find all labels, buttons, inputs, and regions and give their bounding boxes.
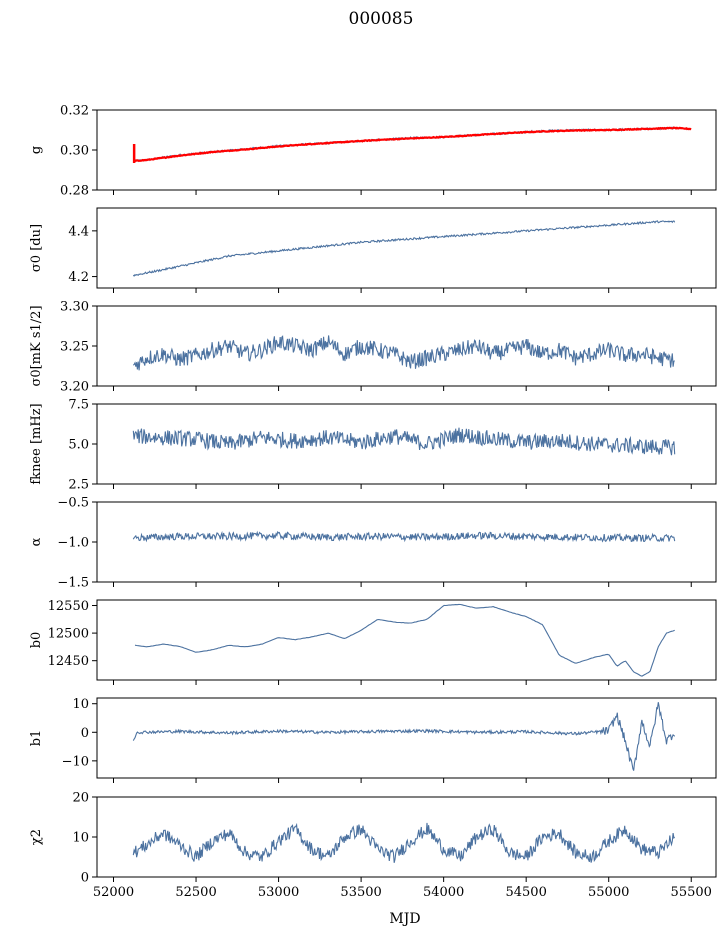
panel-8-frame xyxy=(96,796,717,878)
panel-8-ylabel: χ2 xyxy=(29,829,44,845)
panels: 0.28 0.30 0.32 g 4.2 4.4 σ0 [du] 3.20 3.25 3.30 σ0… xyxy=(29,104,717,900)
panel-5-plot-area xyxy=(132,530,676,543)
panel-5-ytick-label: −1.0 xyxy=(57,536,89,551)
xtick-label: 53000 xyxy=(258,885,299,900)
panel-2-series-line xyxy=(132,220,676,277)
panel-1-ytick-label: 0.32 xyxy=(60,104,89,119)
panel-8-plot-area xyxy=(132,822,676,863)
xtick-label: 52500 xyxy=(175,885,216,900)
xtick-label: 53500 xyxy=(340,885,381,900)
panel-1-ylabel: g xyxy=(29,146,44,154)
panel-5-ylabel: α xyxy=(29,537,44,546)
panel-7-ylabel: b1 xyxy=(29,730,44,747)
panel-1-frame xyxy=(96,109,717,191)
panel-2: 4.2 4.4 σ0 [du] xyxy=(29,207,717,293)
panel-7-ytick-label: 0 xyxy=(81,726,89,741)
panel-2-frame xyxy=(96,207,717,289)
panel-6-ytick-label: 12550 xyxy=(48,599,89,614)
panel-8-ytick-label: 20 xyxy=(72,791,89,806)
panel-7: −10 0 10 b1 xyxy=(29,697,717,783)
panel-6-plot-area xyxy=(134,603,675,677)
panel-1: 0.28 0.30 0.32 g xyxy=(29,104,717,199)
panel-2-ylabel: σ0 [du] xyxy=(29,224,44,272)
panel-4-ylabel: fknee [mHz] xyxy=(29,403,44,484)
panel-7-ytick-label: −10 xyxy=(62,754,89,769)
panel-5-frame xyxy=(96,501,717,583)
panel-5-ytick-label: −1.5 xyxy=(57,576,89,591)
panel-1-ytick-label: 0.30 xyxy=(60,144,89,159)
panel-7-ytick-label: 10 xyxy=(72,697,89,712)
panel-4-ytick-label: 5.0 xyxy=(68,438,89,453)
xtick-label: 55000 xyxy=(588,885,629,900)
xtick-label: 55500 xyxy=(671,885,712,900)
panel-3-plot-area xyxy=(132,335,675,371)
panel-4-ytick-label: 7.5 xyxy=(68,398,89,413)
panel-7-series-line xyxy=(132,702,676,771)
panel-2-ytick-label: 4.2 xyxy=(68,270,89,285)
panel-8-ytick-label: 10 xyxy=(72,831,89,846)
panel-4: 2.5 5.0 7.5 fknee [mHz] xyxy=(29,398,717,493)
panel-6-ylabel: b0 xyxy=(29,632,44,649)
panel-2-plot-area xyxy=(132,220,676,277)
panel-3-ytick-label: 3.20 xyxy=(60,380,89,395)
panel-7-frame xyxy=(96,697,717,779)
panel-3-ytick-label: 3.25 xyxy=(60,340,89,355)
panel-3-ytick-label: 3.30 xyxy=(60,300,89,315)
panel-3-ylabel: σ0[mK s1/2] xyxy=(29,305,44,386)
panel-1-series-line xyxy=(132,126,676,163)
panel-4-plot-area xyxy=(132,427,676,456)
panel-3-frame xyxy=(96,305,717,387)
panel-3: 3.20 3.25 3.30 σ0[mK s1/2] xyxy=(29,300,717,395)
panel-6-ytick-label: 12500 xyxy=(48,627,89,642)
panel-3-series-line xyxy=(132,335,675,371)
chart-title: 000085 xyxy=(349,9,414,29)
xtick-label: 54000 xyxy=(423,885,464,900)
xtick-label: 54500 xyxy=(505,885,546,900)
panel-6-ytick-label: 12450 xyxy=(48,654,89,669)
panel-1-plot-area xyxy=(132,126,692,163)
panel-7-plot-area xyxy=(132,702,676,771)
panel-8: 0 10 20 52000 52500 53000 53500 54000 54500 55000… xyxy=(29,791,717,900)
panel-6-series-line xyxy=(134,603,675,677)
panel-5-ytick-label: −0.5 xyxy=(57,496,89,511)
panel-6: 12450 12500 12550 b0 xyxy=(29,599,717,685)
panel-8-series-line xyxy=(132,822,676,863)
panel-5: −1.5 −1.0 −0.5 α xyxy=(29,496,717,591)
panel-8-ytick-label: 0 xyxy=(81,871,89,886)
panel-4-series-line xyxy=(132,427,676,456)
xtick-label: 52000 xyxy=(93,885,134,900)
panel-2-ytick-label: 4.4 xyxy=(68,224,89,239)
panel-4-ytick-label: 2.5 xyxy=(68,478,89,493)
x-axis-label: MJD xyxy=(389,911,420,927)
panel-1-fit-line xyxy=(133,126,692,163)
panel-5-series-line xyxy=(132,530,676,543)
panel-1-ytick-label: 0.28 xyxy=(60,184,89,199)
panel-6-frame xyxy=(96,599,717,681)
